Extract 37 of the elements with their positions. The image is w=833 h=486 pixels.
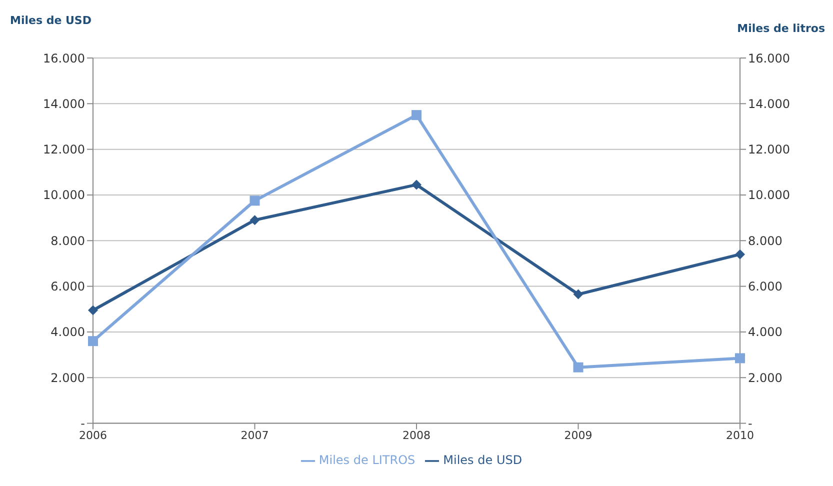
legend-label: Miles de USD: [443, 453, 522, 468]
x-tick-label: 2007: [240, 429, 269, 442]
y-tick-label: 12.000: [43, 142, 85, 157]
y2-tick-label: 10.000: [748, 188, 790, 202]
x-tick-label: 2006: [79, 429, 107, 442]
y2-tick-label: 12.000: [748, 142, 790, 157]
x-tick-label: 2008: [402, 429, 430, 442]
y-tick-label: -: [80, 416, 85, 431]
y2-tick-label: 6.000: [748, 280, 782, 294]
point: [412, 180, 422, 190]
y-tick-label: 10.000: [43, 188, 85, 202]
point: [573, 289, 584, 300]
point: [88, 305, 98, 316]
point: [250, 215, 260, 226]
x-tick-label: 2009: [564, 429, 592, 442]
y-tick-label: 16.000: [43, 51, 85, 66]
y2-tick-label: 16.000: [748, 51, 790, 66]
legend-label: Miles de LITROS: [318, 453, 416, 468]
point: [88, 336, 98, 346]
y-tick-label: 8.000: [50, 234, 85, 248]
y-tick-label: 6.000: [50, 280, 85, 294]
y2-tick-label: -: [748, 416, 752, 431]
y2-tick-label: 4.000: [748, 325, 782, 340]
y-axis-title: Miles de USD: [10, 14, 92, 27]
point: [573, 362, 584, 372]
point: [250, 196, 260, 206]
point: [735, 353, 745, 364]
y-tick-label: 2.000: [50, 370, 85, 385]
x-tick-label: 2010: [726, 429, 754, 442]
y2-tick-label: 8.000: [748, 234, 782, 248]
point: [735, 249, 745, 260]
y-tick-label: 4.000: [50, 325, 85, 340]
y2-tick-label: 14.000: [748, 96, 790, 111]
point: [412, 110, 422, 120]
y-tick-label: 14.000: [43, 96, 85, 111]
y2-axis-title: Miles de litros: [737, 22, 825, 35]
y2-tick-label: 2.000: [748, 370, 782, 385]
